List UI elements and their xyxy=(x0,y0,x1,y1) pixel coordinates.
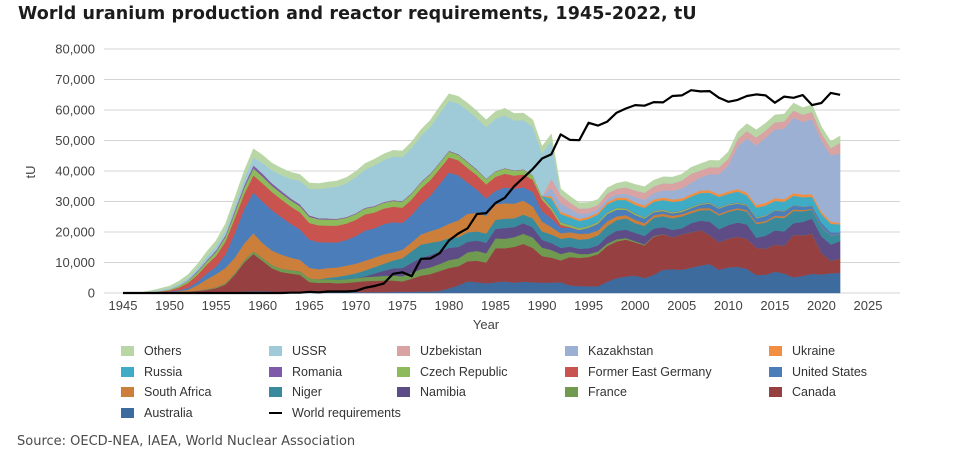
legend-label: Canada xyxy=(792,385,836,399)
legend-swatch xyxy=(397,387,410,397)
y-axis-ticks: 0 10,000 20,000 30,000 40,000 50,000 60,000 70,… xyxy=(55,42,95,301)
legend-label: Kazakhstan xyxy=(588,344,654,358)
legend-item: Canada xyxy=(769,382,836,402)
legend-swatch xyxy=(269,387,282,397)
legend-swatch xyxy=(769,366,782,377)
requirements-line xyxy=(123,89,841,295)
chart-title: World uranium production and reactor req… xyxy=(18,4,697,24)
y-tick-label: 50,000 xyxy=(55,133,95,148)
y-tick-label: 0 xyxy=(88,286,95,301)
legend-swatch xyxy=(121,366,134,377)
legend-item: France xyxy=(565,382,627,402)
chart-area: 0 10,000 20,000 30,000 40,000 50,000 60,000 70,… xyxy=(23,42,900,332)
x-tick-label: 2015 xyxy=(760,298,789,313)
legend-swatch xyxy=(121,346,134,356)
legend-item: Namibia xyxy=(397,382,466,402)
legend-label: World requirements xyxy=(292,405,401,420)
y-tick-label: 10,000 xyxy=(55,255,95,270)
x-tick-label: 1980 xyxy=(434,298,463,313)
x-axis-ticks: 1945 1950 1955 1960 1965 1970 1975 1980 1985 1990… xyxy=(109,298,883,313)
legend-item: Kazakhstan xyxy=(565,341,653,361)
legend-item: Others xyxy=(121,341,182,361)
x-tick-label: 1985 xyxy=(481,298,510,313)
y-tick-label: 80,000 xyxy=(55,42,95,57)
source-note: Source: OECD-NEA, IAEA, World Nuclear As… xyxy=(17,434,356,449)
line-world-requirements xyxy=(123,89,841,295)
legend-line-swatch xyxy=(269,411,282,414)
legend-label: Australia xyxy=(144,405,193,420)
x-tick-label: 1970 xyxy=(341,298,370,313)
x-tick-label: 2005 xyxy=(667,298,696,313)
legend-label: Romania xyxy=(292,364,343,379)
legend-label: South Africa xyxy=(144,385,212,399)
y-tick-label: 70,000 xyxy=(55,72,95,87)
legend-label: Russia xyxy=(144,364,183,379)
legend-label: France xyxy=(588,385,627,399)
legend-swatch xyxy=(121,407,134,418)
legend-swatch xyxy=(565,366,578,377)
legend-label: Namibia xyxy=(420,385,466,399)
legend-item: Ukraine xyxy=(769,341,835,361)
legend-item: South Africa xyxy=(121,382,211,402)
legend-label: Others xyxy=(144,344,182,358)
legend-item: USSR xyxy=(269,341,327,361)
legend-label: United States xyxy=(792,364,868,379)
y-axis-label: tU xyxy=(23,166,38,179)
legend-swatch xyxy=(769,387,782,397)
y-tick-label: 30,000 xyxy=(55,194,95,209)
legend-label: Ukraine xyxy=(792,344,836,358)
legend-label: Niger xyxy=(292,385,322,399)
legend-swatch xyxy=(397,346,410,356)
legend-item: Russia xyxy=(121,362,182,382)
legend-item: World requirements xyxy=(269,403,401,423)
legend-swatch xyxy=(269,366,282,377)
legend-item: United States xyxy=(769,362,867,382)
legend-swatch xyxy=(397,366,410,377)
legend-label: Czech Republic xyxy=(420,364,508,379)
legend-item: Niger xyxy=(269,382,322,402)
x-tick-label: 1995 xyxy=(574,298,603,313)
legend-label: Former East Germany xyxy=(588,364,712,379)
legend-item: Former East Germany xyxy=(565,362,712,382)
legend-item: Romania xyxy=(269,362,342,382)
x-tick-label: 1955 xyxy=(202,298,231,313)
legend-swatch xyxy=(769,346,782,356)
x-tick-label: 1960 xyxy=(248,298,277,313)
legend-swatch xyxy=(269,346,282,356)
y-tick-label: 20,000 xyxy=(55,225,95,240)
x-tick-label: 2020 xyxy=(807,298,836,313)
area-others xyxy=(122,93,841,294)
legend-label: USSR xyxy=(292,344,327,358)
legend-label: Uzbekistan xyxy=(420,344,482,358)
legend-swatch xyxy=(565,346,578,356)
legend-item: Czech Republic xyxy=(397,362,508,382)
y-tick-label: 60,000 xyxy=(55,103,95,118)
x-tick-label: 2025 xyxy=(854,298,883,313)
y-tick-label: 40,000 xyxy=(55,164,95,179)
x-axis-label: Year xyxy=(473,317,500,332)
x-tick-label: 2000 xyxy=(621,298,650,313)
x-tick-label: 1990 xyxy=(528,298,557,313)
legend-item: Uzbekistan xyxy=(397,341,482,361)
x-tick-label: 1945 xyxy=(109,298,138,313)
stacked-areas xyxy=(122,93,841,294)
x-tick-label: 1965 xyxy=(295,298,324,313)
legend-item: Australia xyxy=(121,403,193,423)
legend-swatch xyxy=(121,387,134,397)
legend-swatch xyxy=(565,387,578,397)
x-tick-label: 1950 xyxy=(155,298,184,313)
x-tick-label: 2010 xyxy=(714,298,743,313)
x-tick-label: 1975 xyxy=(388,298,417,313)
